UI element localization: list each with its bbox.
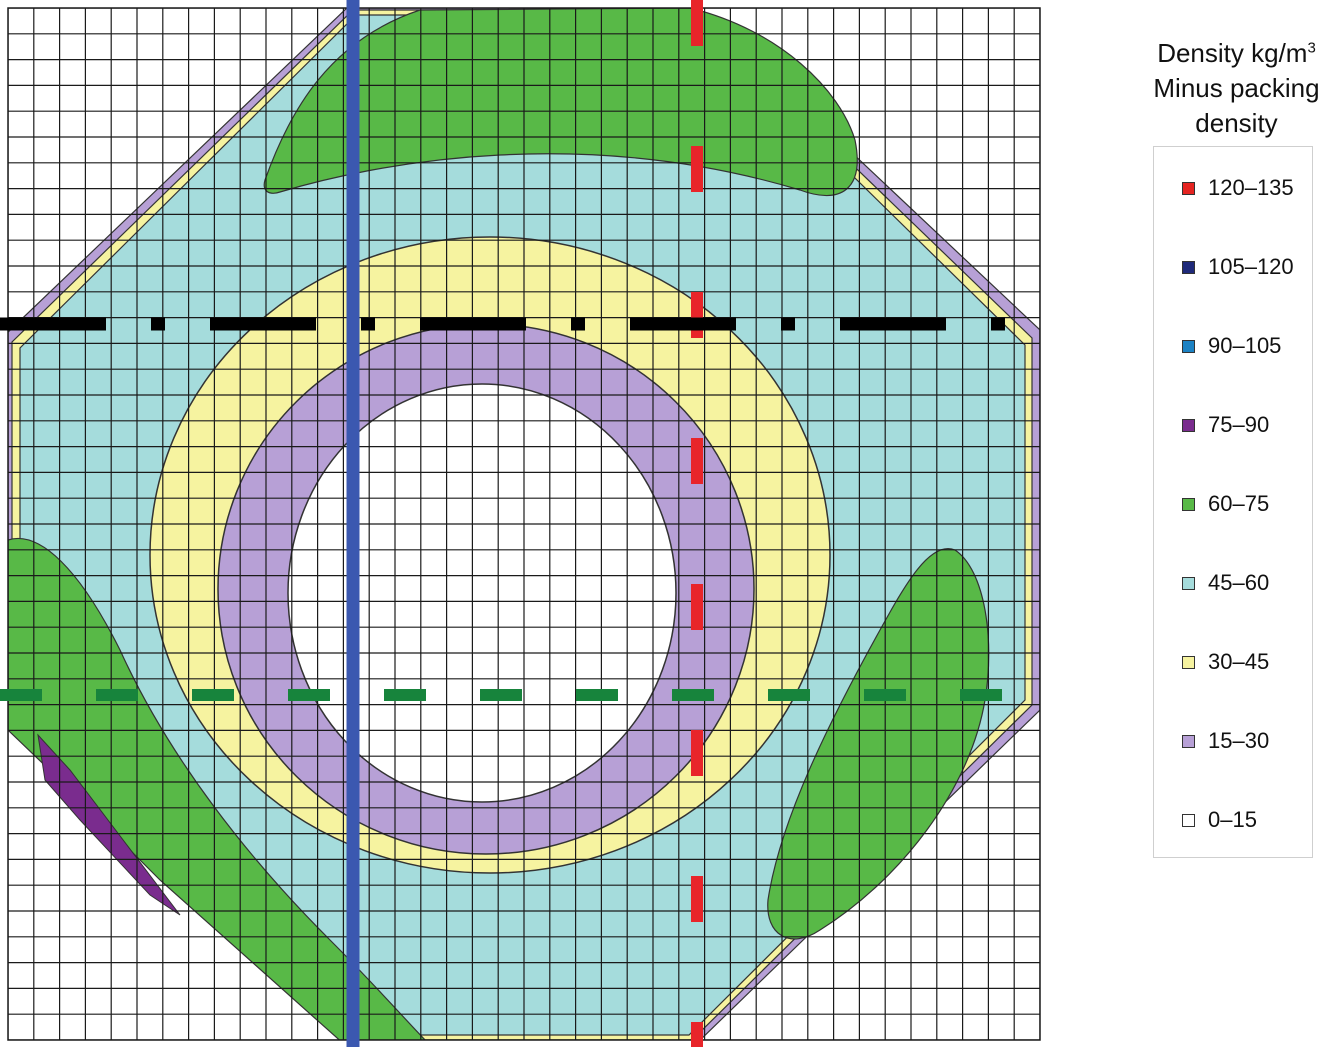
legend-entry: 90–105 — [1182, 331, 1281, 361]
legend-entry: 45–60 — [1182, 568, 1269, 598]
legend-label: 60–75 — [1208, 491, 1270, 516]
region-60-75-top — [263, 8, 858, 197]
legend-swatch — [1182, 813, 1195, 827]
legend-swatch — [1182, 497, 1195, 511]
legend-swatch — [1182, 734, 1195, 748]
legend-entry: 15–30 — [1182, 726, 1269, 756]
legend-entry: 30–45 — [1182, 647, 1269, 677]
region-60-75-left — [8, 538, 426, 1040]
legend-swatch — [1182, 181, 1195, 195]
legend-label: 30–45 — [1208, 649, 1270, 674]
legend-title: Density kg/m3 Minus packing density — [1153, 38, 1320, 138]
legend-label: 120–135 — [1208, 175, 1294, 200]
legend-entry: 75–90 — [1182, 410, 1269, 440]
reference-lines — [0, 0, 1047, 1047]
grid-lines — [8, 8, 1040, 1040]
legend-entry: 60–75 — [1182, 489, 1269, 519]
legend: 120–135 105–120 90–105 75–90 60–75 45–60 30–45… — [1153, 146, 1313, 858]
legend-label: 45–60 — [1208, 570, 1270, 595]
legend-label: 0–15 — [1208, 807, 1257, 832]
legend-entry: 120–135 — [1182, 173, 1294, 203]
legend-swatch — [1182, 655, 1195, 669]
legend-label: 105–120 — [1208, 254, 1294, 279]
legend-swatch — [1182, 418, 1195, 432]
legend-swatch — [1182, 339, 1195, 353]
legend-entry: 0–15 — [1182, 805, 1257, 835]
legend-label: 90–105 — [1208, 333, 1282, 358]
legend-label: 75–90 — [1208, 412, 1270, 437]
plot-border — [7, 7, 1041, 1041]
legend-swatch — [1182, 260, 1195, 274]
legend-entry: 105–120 — [1182, 252, 1294, 282]
region-75-90-left — [37, 733, 181, 916]
legend-swatch — [1182, 576, 1195, 590]
legend-label: 15–30 — [1208, 728, 1270, 753]
